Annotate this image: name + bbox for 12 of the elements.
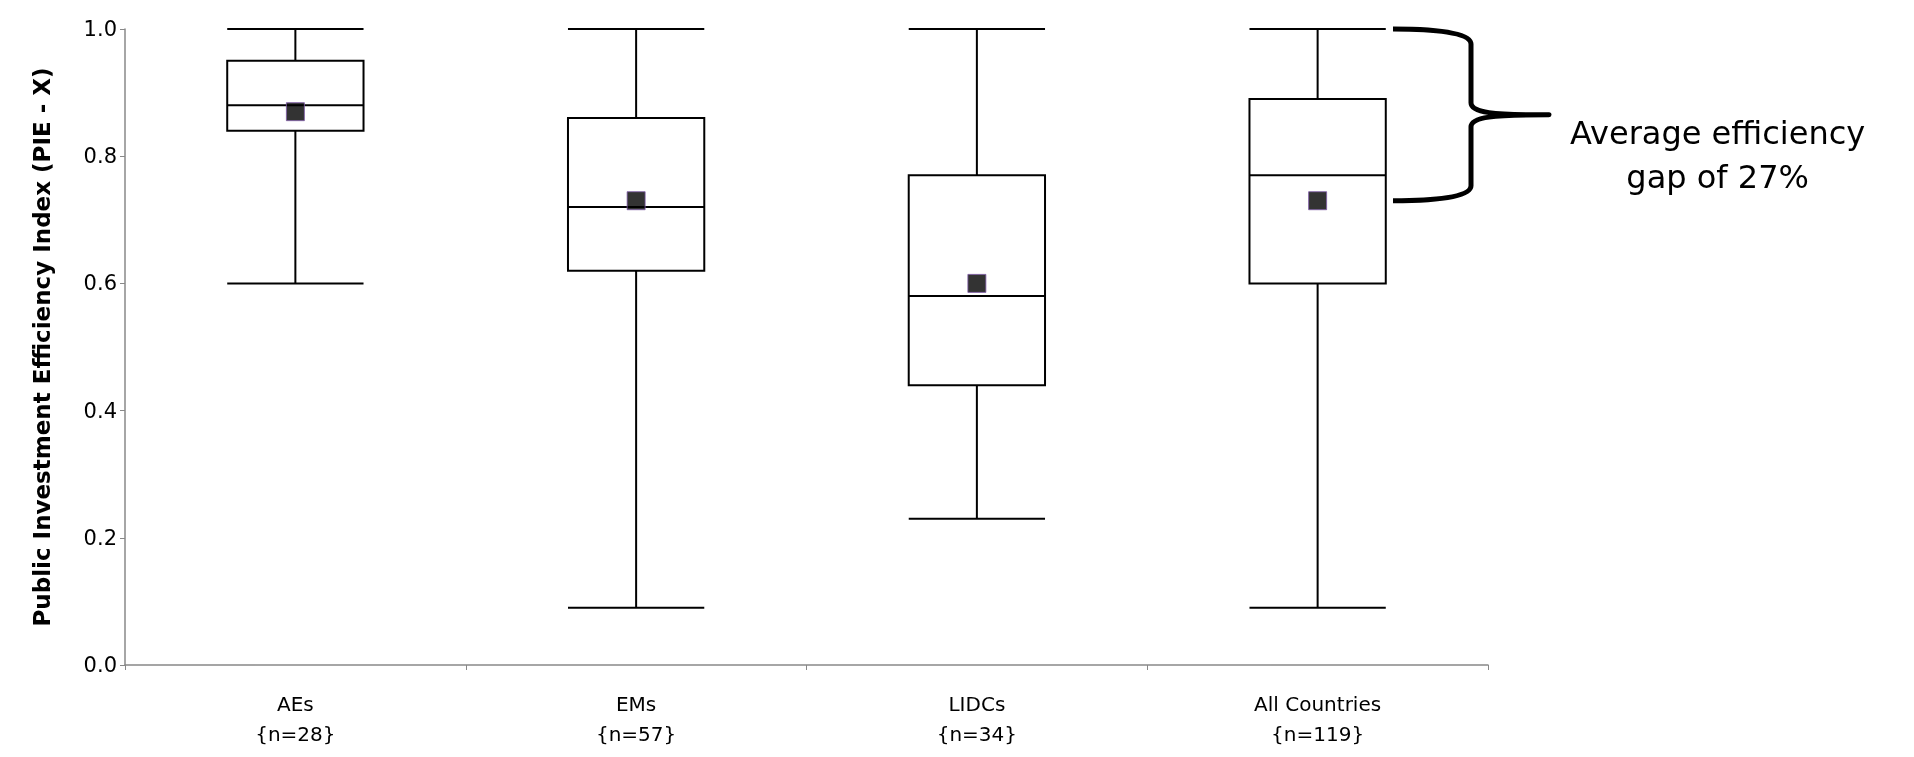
y-tick-label: 0.6 xyxy=(83,271,117,296)
x-tick-label: AEs {n=28} xyxy=(255,692,336,746)
x-tick-label: All Countries {n=119} xyxy=(1254,692,1382,746)
y-tick-label: 1.0 xyxy=(83,17,117,41)
x-tick-label: LIDCs {n=34} xyxy=(936,692,1018,746)
x-tick-label: EMs {n=57} xyxy=(595,692,677,746)
y-axis-title: Public Investment Efficiency Index (PIE - X) xyxy=(28,67,55,627)
y-tick-label: 0.8 xyxy=(83,144,117,169)
text: Average efficiency gap of 27% xyxy=(1569,112,1867,198)
y-tick-label: 0.4 xyxy=(83,398,117,423)
y-tick-label: 0.0 xyxy=(83,653,117,677)
y-tick-label: 0.2 xyxy=(83,525,117,550)
